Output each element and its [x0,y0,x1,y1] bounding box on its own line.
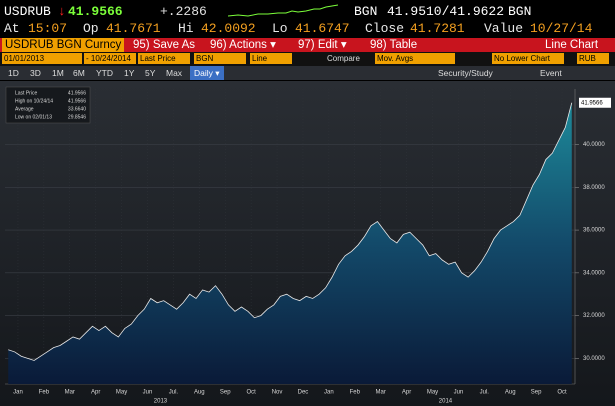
legend-value: 41.9566 [68,90,86,96]
x-tick-label: Oct [246,390,256,396]
legend: Last Price 41.9566 High on 10/24/14 41.9566… [5,86,91,124]
y-tick-label: 30.0000 [583,356,605,362]
end-date[interactable]: - 10/24/2014 [84,53,136,64]
period-button[interactable]: 6M [73,68,85,78]
last-price: 41.9566 [68,4,123,19]
legend-box [5,86,91,124]
chart: 30.0000 32.0000 34.0000 36.0000 38.0000 40.00… [0,81,615,406]
x-tick-label: Apr [402,390,411,396]
stat-value: 15:07 [28,21,68,36]
x-tick-label: Mar [65,390,75,396]
x-tick-label: Feb [350,390,361,396]
stat-value: 41.6747 [295,21,350,36]
style-select[interactable]: Line [250,53,292,64]
security-field[interactable]: USDRUB BGN Curncy [2,38,125,52]
area [8,102,572,384]
x-tick-label: Aug [194,390,205,396]
x-tick-label: Jun [454,390,464,396]
x-tick-label: Jul. [480,390,490,396]
stat-value: 10/27/14 [530,21,593,36]
stat-label: Close [365,21,405,36]
x-tick-label: Mar [376,390,386,396]
period-button[interactable]: YTD [96,68,113,78]
lower-chart[interactable]: No Lower Chart [492,53,564,64]
x-tick-label: May [427,390,438,396]
y-tick-label: 40.0000 [583,142,605,148]
last-tag-box [579,97,611,108]
sparkline [228,4,338,17]
view-title: Line Chart [545,39,599,51]
x-tick-label: Apr [91,390,100,396]
field-select[interactable]: Last Price [138,53,190,64]
legend-value: 29.8546 [68,114,86,120]
tool-button[interactable]: Security/Study [438,68,493,78]
stat-label: Lo [272,21,288,36]
stat-value: 41.7281 [410,21,465,36]
price-line [8,102,573,361]
year-label: 2014 [439,399,453,405]
x-tick-label: Jan [13,390,23,396]
frequency-select[interactable]: Daily ▾ [190,66,224,80]
menu-item[interactable]: 98) Table [370,39,418,51]
period-button[interactable]: 1D [8,68,19,78]
x-tick-label: Aug [505,390,516,396]
x-tick-label: Dec [298,390,309,396]
legend-label: Low on 02/01/13 [15,114,52,120]
period-button[interactable]: 3D [30,68,41,78]
period-button[interactable]: 1Y [124,68,135,78]
stat-label: Op [83,21,99,36]
x-tick-label: Sep [531,390,542,396]
y-tick-label: 38.0000 [583,185,605,191]
mov-avgs[interactable]: Mov. Avgs [375,53,455,64]
start-date[interactable]: 01/01/2013 [2,53,82,64]
y-tick-label: 34.0000 [583,270,605,276]
legend-label: Last Price [15,90,37,96]
year-label: 2013 [154,399,168,405]
legend-value: 33.6640 [68,106,86,112]
ticker: USDRUB [4,4,51,19]
menu-bar: USDRUB BGN Curncy 95) Save As 96) Action… [0,38,615,52]
x-tick-label: Sep [220,390,231,396]
y-tick-label: 32.0000 [583,313,605,319]
stat-value: 42.0092 [201,21,256,36]
x-tick-label: Jan [324,390,334,396]
bid-ask: 41.9510/41.9622 [387,4,505,19]
y-tick-label: 36.0000 [583,228,605,234]
currency[interactable]: RUB [577,53,609,64]
legend-label: Average [15,106,34,112]
input-row: 01/01/2013 - 10/24/2014 Last Price BGN L… [0,52,615,66]
stat-label: Hi [178,21,194,36]
x-tick-label: Oct [557,390,567,396]
source: BGN [354,4,378,19]
x-tick-label: Nov [272,390,283,396]
net-change: +.2286 [160,4,207,19]
last-tag: 41.9566 [581,100,603,106]
source: BGN [508,4,532,19]
x-tick-label: Feb [39,390,50,396]
direction-arrow: ↓ [58,4,66,19]
period-button[interactable]: Max [166,68,183,78]
stat-label: At [4,21,20,36]
stat-label: Value [484,21,524,36]
menu-item[interactable]: 97) Edit ▾ [298,39,347,51]
x-tick-label: Jun [143,390,153,396]
period-button[interactable]: 1M [52,68,64,78]
stat-value: 41.7671 [106,21,161,36]
source-select[interactable]: BGN [194,53,246,64]
legend-value: 41.9566 [68,98,86,104]
tool-button[interactable]: Event [540,68,562,78]
x-tick-label: Jul. [169,390,179,396]
period-button[interactable]: 5Y [145,68,156,78]
menu-item[interactable]: 96) Actions ▾ [210,39,276,51]
compare[interactable]: Compare [327,54,360,63]
x-tick-label: May [116,390,127,396]
legend-label: High on 10/24/14 [15,98,53,104]
menu-item[interactable]: 95) Save As [133,39,196,51]
tool-row: 1D 3D 1M 6M YTD 1Y 5Y Max Daily ▾ Securi… [0,66,615,80]
